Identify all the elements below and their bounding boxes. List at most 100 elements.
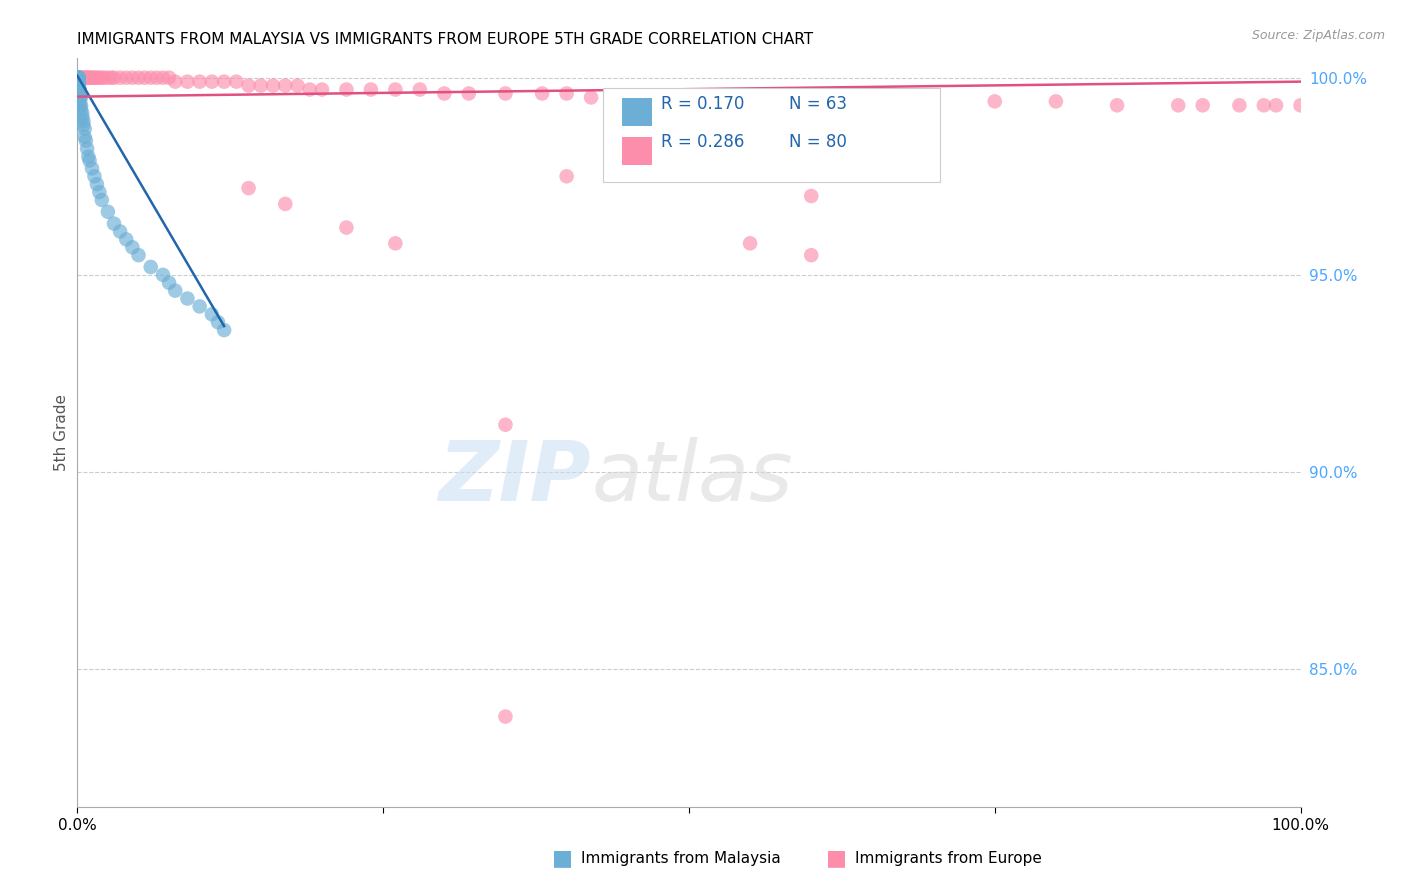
Point	[457, 87, 479, 101]
Point	[72, 114, 94, 128]
Point	[70, 90, 93, 104]
Point	[555, 87, 578, 101]
Point	[384, 82, 406, 96]
Point	[335, 220, 357, 235]
Point	[121, 70, 143, 85]
Point	[76, 142, 98, 156]
Point	[67, 70, 90, 85]
Point	[165, 284, 187, 298]
Point	[225, 75, 247, 89]
Point	[1265, 98, 1288, 112]
Point	[531, 87, 554, 101]
Text: ZIP: ZIP	[439, 437, 591, 518]
Text: R = 0.286: R = 0.286	[661, 133, 744, 151]
Point	[287, 78, 309, 93]
Point	[146, 70, 169, 85]
Point	[157, 70, 180, 85]
Point	[70, 110, 93, 124]
Point	[69, 98, 91, 112]
Point	[207, 315, 229, 329]
Point	[134, 70, 156, 85]
Point	[360, 82, 382, 96]
Point	[80, 70, 103, 85]
Point	[69, 70, 91, 85]
Point	[89, 70, 111, 85]
Point	[127, 248, 149, 262]
Point	[212, 75, 235, 89]
Point	[740, 236, 762, 251]
Point	[800, 90, 823, 104]
Point	[238, 78, 260, 93]
Point	[90, 70, 112, 85]
Point	[121, 240, 143, 254]
Point	[79, 70, 101, 85]
Point	[75, 70, 97, 85]
Point	[67, 87, 90, 101]
Point	[67, 70, 90, 85]
Point	[274, 197, 297, 211]
Text: ■: ■	[827, 848, 846, 868]
Point	[69, 90, 91, 104]
Point	[67, 70, 90, 85]
Point	[67, 70, 90, 85]
Point	[67, 70, 90, 85]
Point	[1191, 98, 1213, 112]
Point	[262, 78, 284, 93]
Point	[97, 204, 120, 219]
Point	[139, 70, 162, 85]
Point	[108, 225, 131, 239]
Point	[678, 90, 700, 104]
Point	[1045, 95, 1067, 109]
Point	[311, 82, 333, 96]
Point	[80, 161, 103, 176]
Text: Immigrants from Europe: Immigrants from Europe	[855, 851, 1042, 865]
Point	[103, 217, 125, 231]
Point	[67, 82, 90, 96]
Point	[274, 78, 297, 93]
Point	[100, 70, 122, 85]
Point	[67, 95, 90, 109]
Point	[555, 169, 578, 184]
Point	[433, 87, 456, 101]
Point	[67, 70, 90, 85]
Point	[1253, 98, 1275, 112]
Point	[83, 169, 105, 184]
FancyBboxPatch shape	[621, 98, 652, 126]
Point	[67, 90, 90, 104]
Point	[67, 70, 90, 85]
Point	[93, 70, 115, 85]
Point	[77, 70, 100, 85]
Point	[115, 70, 138, 85]
Point	[157, 276, 180, 290]
Point	[67, 82, 90, 96]
Text: Immigrants from Malaysia: Immigrants from Malaysia	[581, 851, 780, 865]
Point	[176, 292, 198, 306]
Point	[86, 70, 108, 85]
Point	[127, 70, 149, 85]
Point	[69, 82, 91, 96]
Text: R = 0.170: R = 0.170	[661, 95, 744, 113]
Point	[495, 417, 517, 432]
Point	[654, 90, 676, 104]
Point	[103, 70, 125, 85]
Point	[152, 70, 174, 85]
Point	[115, 232, 138, 246]
Point	[86, 177, 108, 191]
Point	[90, 193, 112, 207]
Point	[67, 75, 90, 89]
Point	[409, 82, 432, 96]
Point	[862, 95, 884, 109]
Text: Source: ZipAtlas.com: Source: ZipAtlas.com	[1251, 29, 1385, 42]
Point	[66, 70, 89, 85]
Point	[617, 90, 640, 104]
Point	[67, 78, 90, 93]
Point	[70, 98, 93, 112]
Text: N = 80: N = 80	[789, 133, 848, 151]
Point	[70, 106, 93, 120]
FancyBboxPatch shape	[621, 136, 652, 165]
Point	[800, 248, 823, 262]
Point	[165, 75, 187, 89]
Point	[75, 134, 97, 148]
Point	[73, 129, 96, 144]
Point	[139, 260, 162, 274]
